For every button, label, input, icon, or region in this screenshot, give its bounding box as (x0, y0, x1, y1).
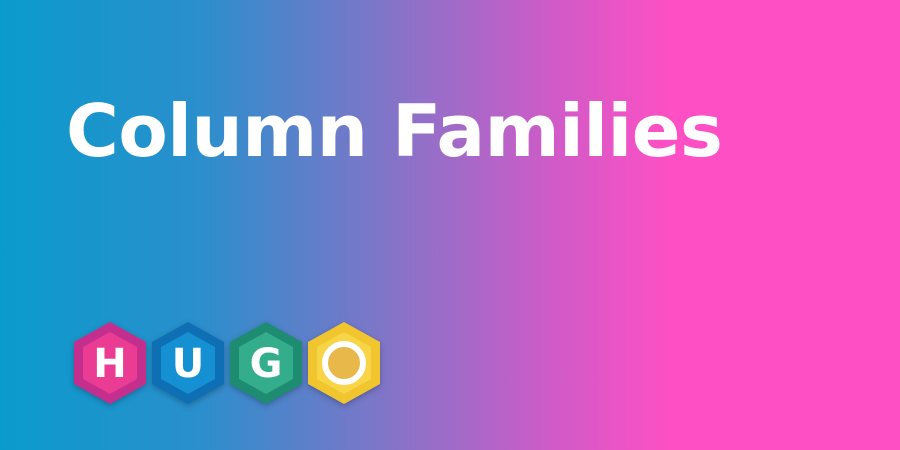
hugo-logo-letter-u: U (172, 341, 204, 387)
hugo-logo-letter-g: G (250, 341, 283, 387)
hugo-logo-letter-o (322, 341, 366, 385)
hugo-logo-g-hexagon: G (230, 322, 302, 404)
hugo-logo-letter-h: H (93, 341, 126, 387)
hugo-logo-o-hexagon (308, 322, 380, 404)
page-title: Column Families (66, 89, 723, 173)
hugo-logo-h-hexagon: H (74, 322, 146, 404)
hugo-logo: H U G (70, 318, 390, 410)
hugo-logo-u-hexagon: U (152, 322, 224, 404)
